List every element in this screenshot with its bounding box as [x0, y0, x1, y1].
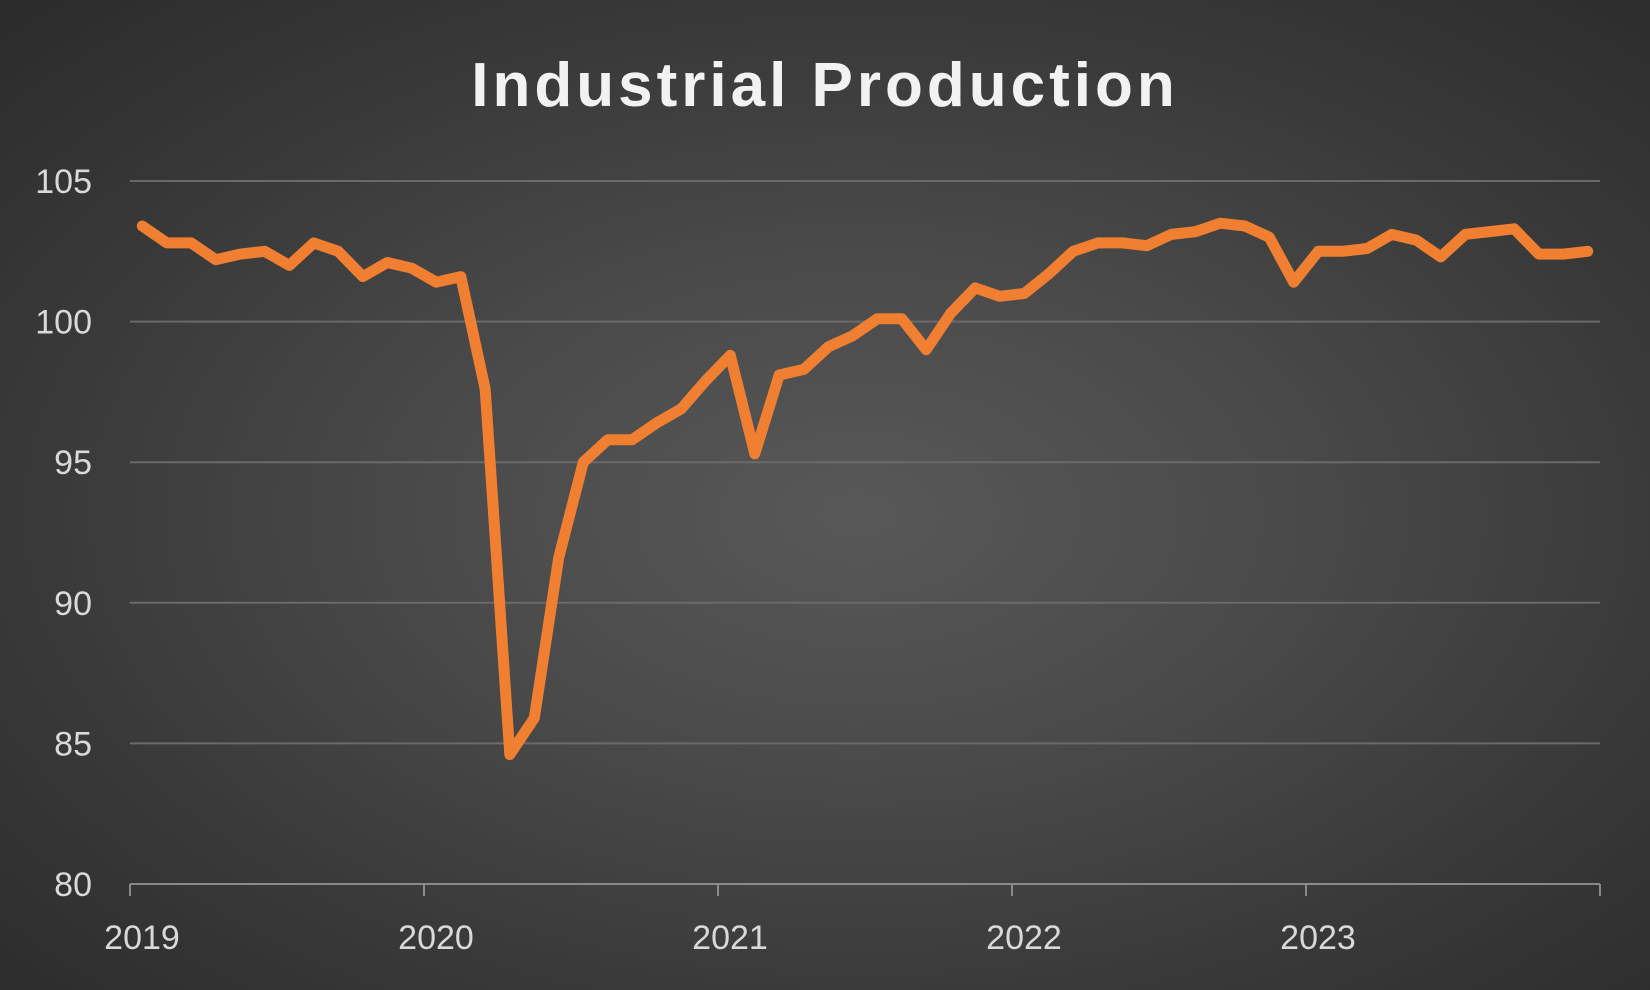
- x-tick-label: 2020: [398, 919, 474, 957]
- x-tick-label: 2021: [692, 919, 768, 957]
- series-group: [136, 217, 1594, 761]
- x-axis: 2019 2020 2021 2022 2023: [104, 883, 1601, 957]
- chart-title: Industrial Production: [471, 51, 1178, 120]
- gridlines: [130, 180, 1600, 745]
- y-tick-label: 105: [35, 163, 92, 201]
- x-tick-label: 2019: [104, 919, 180, 957]
- y-tick-label: 85: [54, 725, 92, 763]
- y-tick-label: 95: [54, 444, 92, 482]
- y-tick-label: 80: [54, 866, 92, 904]
- y-tick-label: 90: [54, 585, 92, 623]
- series-line-0: [136, 217, 1594, 761]
- x-tick-label: 2022: [986, 919, 1062, 957]
- y-tick-label: 100: [35, 304, 92, 342]
- x-tick-label: 2023: [1280, 919, 1356, 957]
- y-axis-ticks: 80 85 90 95 100 105: [35, 163, 92, 904]
